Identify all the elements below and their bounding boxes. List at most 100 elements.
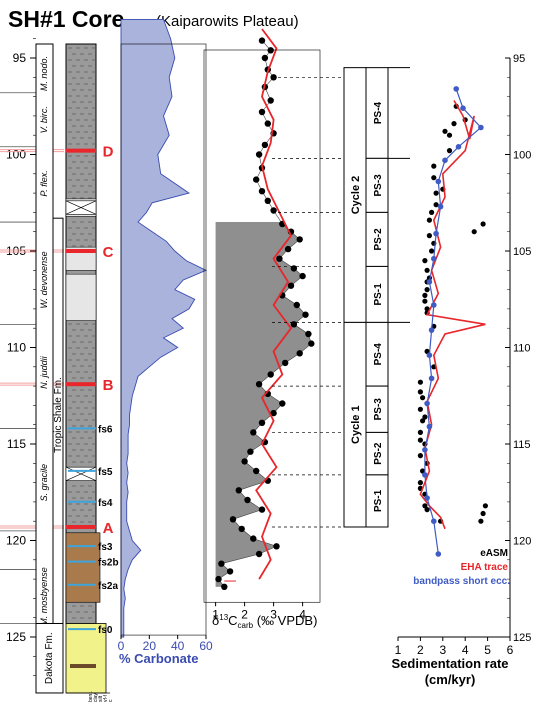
d13c-point: [288, 283, 294, 289]
bandpass-point: [438, 204, 444, 210]
easm-point: [418, 480, 423, 485]
d13c-point: [262, 142, 268, 148]
d13c-point: [241, 458, 247, 464]
bandpass-point: [453, 86, 459, 92]
d13c-point: [262, 55, 268, 61]
easm-point: [418, 453, 423, 458]
sedrate-axis-label-unit: (cm/kyr): [425, 672, 476, 687]
sedrate-depth-label: 125: [513, 632, 531, 644]
bandpass-point: [478, 125, 484, 131]
carbonate-area: [121, 19, 206, 637]
easm-point: [481, 511, 486, 516]
marker-label: D: [103, 144, 114, 161]
d13c-point: [276, 256, 282, 262]
biozone-label: W. devonense: [39, 251, 49, 308]
biozone-label: V. birc.: [39, 106, 49, 133]
d13c-point: [265, 198, 271, 204]
biozone-label: M. mosbyense: [39, 567, 49, 626]
easm-point: [422, 293, 427, 298]
package-label: PS-1: [373, 283, 384, 306]
package-label: PS-3: [373, 398, 384, 421]
d13c-point: [256, 381, 262, 387]
bandpass-point: [429, 327, 435, 333]
flooding-surface-label: fs4: [98, 498, 113, 509]
sedrate-tick-label: 6: [507, 643, 514, 657]
flooding-surface-label: fs2b: [98, 558, 119, 569]
bandpass-point: [427, 279, 433, 285]
easm-point: [422, 299, 427, 304]
sedrate-tick-label: 5: [484, 643, 491, 657]
depth-tick-label: 105: [6, 244, 26, 258]
d13c-point: [218, 561, 224, 567]
flooding-surface-label: fs5: [98, 467, 113, 478]
sedrate-tick-label: 1: [395, 643, 402, 657]
legend-easm: eASM: [480, 548, 508, 559]
bandpass-point: [424, 401, 430, 407]
carbonate-axis-label: % Carbonate: [119, 651, 198, 666]
easm-point: [427, 218, 432, 223]
d13c-point: [239, 526, 245, 532]
marker-band: [66, 149, 96, 153]
d13c-point: [259, 506, 265, 512]
d13c-point: [279, 400, 285, 406]
bandpass-point: [442, 158, 448, 164]
sedrate-depth-label: 115: [513, 439, 531, 451]
legend-bandpass: bandpass short ecc.: [413, 576, 510, 587]
easm-point: [425, 507, 430, 512]
d13c-point: [236, 487, 242, 493]
d13c-point: [253, 176, 259, 182]
d13c-point: [308, 340, 314, 346]
bandpass-point: [431, 518, 437, 524]
d13c-point: [230, 516, 236, 522]
d13c-point: [259, 188, 265, 194]
sedrate-axis-label: Sedimentation rate: [391, 656, 508, 671]
flooding-surface-label: fs3: [98, 542, 113, 553]
d13c-point: [297, 350, 303, 356]
d13c-point: [291, 321, 297, 327]
legend-eha: EHA trace: [461, 562, 509, 573]
easm-point: [442, 129, 447, 134]
d13c-point: [265, 120, 271, 126]
easm-point: [478, 519, 483, 524]
d13c-tick-label: 2: [241, 607, 248, 621]
marker-label: A: [103, 520, 114, 537]
sedrate-tick-label: 3: [439, 643, 446, 657]
easm-point: [425, 287, 430, 292]
d13c-point: [268, 97, 274, 103]
package-label: PS-4: [373, 101, 384, 124]
d13c-axis-label: δ13Ccarb (‰ VPDB): [212, 613, 317, 630]
d13c-point: [285, 246, 291, 252]
package-label: PS-3: [373, 174, 384, 197]
biozone-label: P. flex.: [39, 170, 49, 196]
d13c-point: [221, 584, 227, 590]
easm-point: [483, 503, 488, 508]
easm-point: [434, 191, 439, 196]
marker-label: B: [103, 377, 114, 394]
easm-point: [418, 380, 423, 385]
d13c-point: [250, 429, 256, 435]
d13c-point: [297, 236, 303, 242]
sedrate-depth-label: 105: [513, 246, 531, 258]
flooding-surface-label: fs0: [98, 625, 113, 636]
easm-point: [422, 258, 427, 263]
easm-point: [418, 438, 423, 443]
d13c-point: [259, 420, 265, 426]
formation-label: Tropic Shale Fm.: [53, 377, 64, 453]
sedrate-depth-label: 110: [513, 343, 531, 355]
lithology-tan-unit: [66, 533, 100, 602]
lithology-light-band: [66, 274, 96, 320]
d13c-point: [259, 37, 265, 43]
d13c-point: [282, 360, 288, 366]
carbonate-tick-label: 60: [199, 639, 213, 653]
d13c-point: [268, 371, 274, 377]
easm-point: [481, 221, 486, 226]
easm-point: [451, 121, 456, 126]
bandpass-point: [429, 376, 435, 382]
bandpass-point: [431, 302, 437, 308]
sedrate-depth-label: 95: [513, 53, 525, 65]
formation-label: Dakota Fm.: [44, 632, 55, 684]
easm-point: [472, 229, 477, 234]
bandpass-point: [427, 352, 433, 358]
d13c-point: [302, 312, 308, 318]
